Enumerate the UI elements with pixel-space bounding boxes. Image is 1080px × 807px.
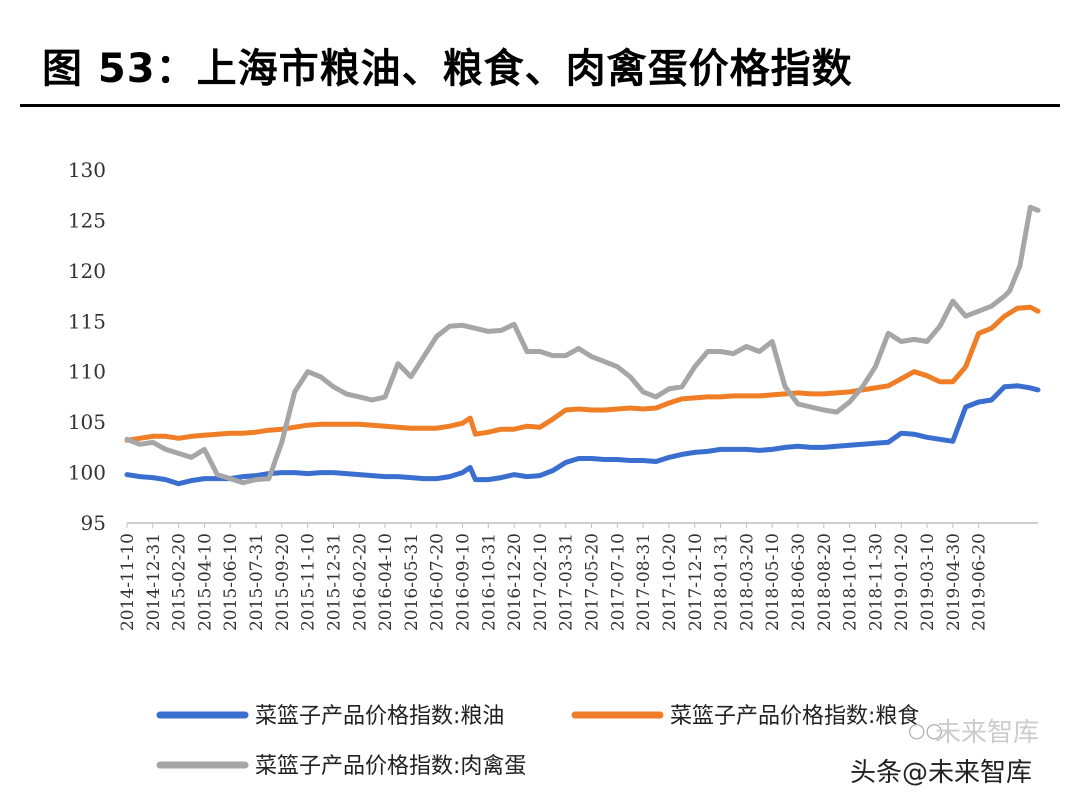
y-tick-label: 125 xyxy=(68,208,106,232)
x-tick-label: 2015-12-31 xyxy=(324,533,344,631)
x-tick-label: 2016-07-20 xyxy=(428,533,448,631)
x-tick-label: 2017-10-20 xyxy=(660,533,680,631)
legend-label: 菜篮子产品价格指数:肉禽蛋 xyxy=(255,754,526,779)
x-tick-label: 2019-03-10 xyxy=(918,533,938,631)
x-tick-label: 2019-01-20 xyxy=(892,533,912,631)
x-tick-label: 2016-02-20 xyxy=(350,533,370,631)
y-tick-label: 95 xyxy=(81,511,106,535)
y-tick-label: 105 xyxy=(68,410,106,434)
series-line-1 xyxy=(124,383,1041,487)
x-tick-label: 2015-02-20 xyxy=(170,533,190,631)
x-tick-label: 2018-06-30 xyxy=(789,533,809,631)
x-tick-label: 2018-08-20 xyxy=(815,533,835,631)
watermark: 头条@未来智库 xyxy=(850,752,1032,789)
page-title: 图 53：上海市粮油、粮食、肉禽蛋价格指数 xyxy=(42,46,853,92)
x-tick-label: 2018-03-20 xyxy=(737,533,757,631)
x-axis: 2014-11-10 2014-12-31 2015-02-20 2015-04-10… xyxy=(118,522,1038,631)
series-line-3 xyxy=(124,204,1041,486)
title-underline xyxy=(20,104,1060,107)
watermark-prefix: 头条 xyxy=(850,758,903,788)
x-tick-label: 2019-04-30 xyxy=(944,533,964,631)
y-tick-label: 110 xyxy=(68,360,106,384)
x-tick-label: 2016-04-10 xyxy=(376,533,396,631)
x-tick-label: 2016-12-20 xyxy=(505,533,525,631)
x-tick-label: 2014-11-10 xyxy=(118,533,138,631)
legend-label: 菜篮子产品价格指数:粮油 xyxy=(255,704,504,729)
x-tick-label: 2018-01-31 xyxy=(712,533,732,631)
legend-label: 菜篮子产品价格指数:粮食 xyxy=(670,704,919,729)
x-tick-label: 2015-06-10 xyxy=(221,533,241,631)
x-tick-label: 2016-05-31 xyxy=(402,533,422,631)
x-tick-label: 2017-07-10 xyxy=(608,533,628,631)
x-tick-label: 2017-08-31 xyxy=(634,533,654,631)
x-tick-label: 2017-03-31 xyxy=(557,533,577,631)
watermark-handle: @未来智库 xyxy=(902,758,1033,788)
x-tick-label: 2019-06-20 xyxy=(970,533,990,631)
x-tick-label: 2016-10-31 xyxy=(479,533,499,631)
x-tick-label: 2015-09-20 xyxy=(273,533,293,631)
wechat-icon: ○○ xyxy=(908,718,943,742)
y-tick-label: 115 xyxy=(68,309,106,333)
series-line-2 xyxy=(124,304,1041,443)
plot-area xyxy=(124,204,1041,487)
y-axis: 95 100 105 110 115 120 125 130 xyxy=(68,158,106,535)
x-tick-label: 2015-07-31 xyxy=(247,533,267,631)
x-tick-label: 2015-04-10 xyxy=(195,533,215,631)
watermark-brand: 未来智库 xyxy=(935,718,1040,748)
x-tick-label: 2018-05-10 xyxy=(763,533,783,631)
x-tick-label: 2016-09-10 xyxy=(453,533,473,631)
x-tick-label: 2018-11-30 xyxy=(866,533,886,631)
x-tick-label: 2015-11-10 xyxy=(299,533,319,631)
y-tick-label: 120 xyxy=(68,259,106,283)
x-tick-label: 2017-05-20 xyxy=(583,533,603,631)
x-tick-label: 2017-02-10 xyxy=(531,533,551,631)
x-tick-label: 2017-12-10 xyxy=(686,533,706,631)
x-tick-label: 2014-12-31 xyxy=(144,533,164,631)
x-tick-label: 2018-10-10 xyxy=(841,533,861,631)
y-tick-label: 100 xyxy=(68,461,106,485)
y-tick-label: 130 xyxy=(68,158,106,182)
